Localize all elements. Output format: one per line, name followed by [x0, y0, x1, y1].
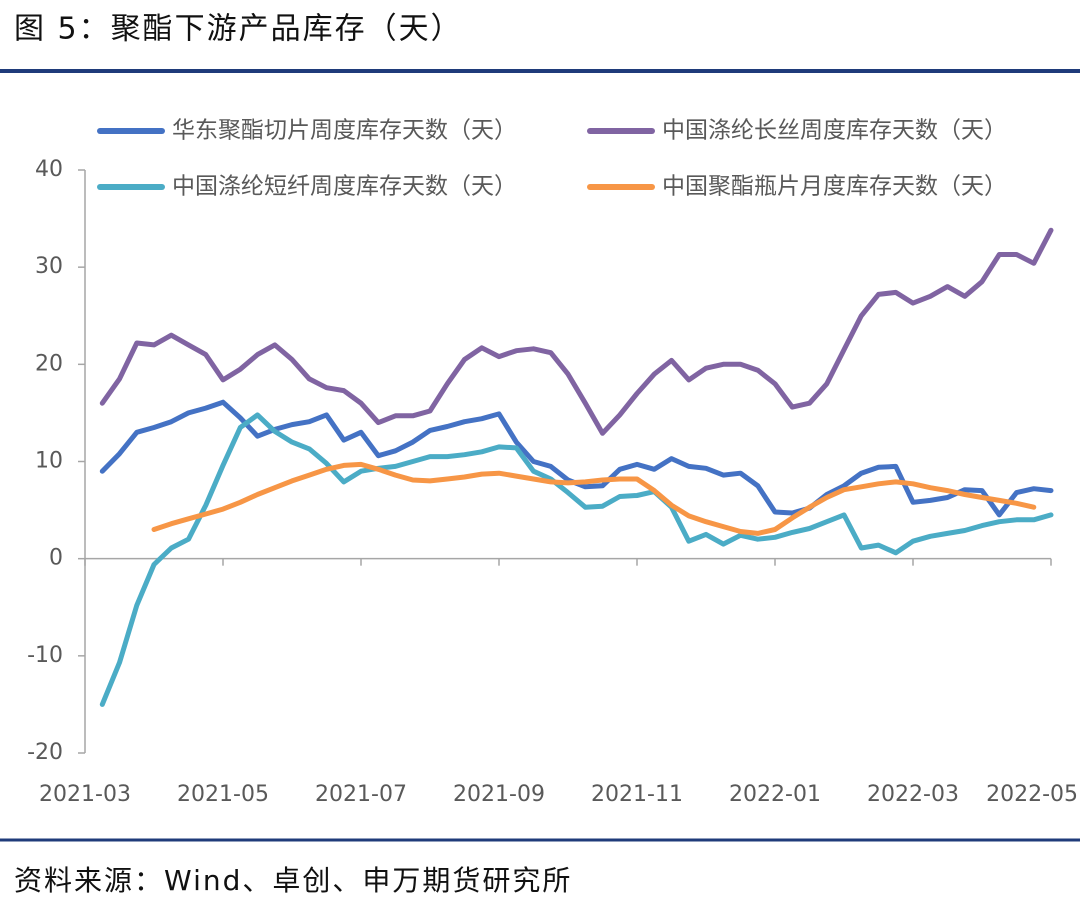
y-tick-label: -20 [27, 740, 63, 765]
y-tick-label: -10 [27, 643, 63, 668]
series-line [99, 227, 1054, 436]
y-tick-label: 30 [35, 254, 63, 279]
x-tick-label: 2021-11 [591, 782, 683, 807]
x-tick-label: 2021-09 [453, 782, 545, 807]
y-tick-label: 0 [49, 546, 63, 571]
source-note: 资料来源：Wind、卓创、申万期货研究所 [14, 864, 572, 897]
series-line [151, 461, 1037, 536]
x-tick-label: 2022-05 [986, 782, 1078, 807]
y-tick-label: 40 [35, 157, 63, 182]
x-tick-label: 2022-01 [729, 782, 821, 807]
x-tick-label: 2021-05 [177, 782, 269, 807]
x-tick-label: 2021-03 [39, 782, 131, 807]
y-tick-label: 10 [35, 449, 63, 474]
legend-label: 华东聚酯切片周度库存天数（天） [172, 118, 517, 144]
legend-label: 中国涤纶长丝周度库存天数（天） [662, 118, 1007, 144]
series-line [99, 412, 1054, 707]
legend-label: 中国涤纶短纤周度库存天数（天） [172, 174, 517, 200]
chart-title: 图 5：聚酯下游产品库存（天） [14, 12, 463, 47]
x-tick-label: 2021-07 [315, 782, 407, 807]
y-tick-label: 20 [35, 351, 63, 376]
x-tick-label: 2022-03 [867, 782, 959, 807]
legend-label: 中国聚酯瓶片月度库存天数（天） [662, 174, 1007, 200]
